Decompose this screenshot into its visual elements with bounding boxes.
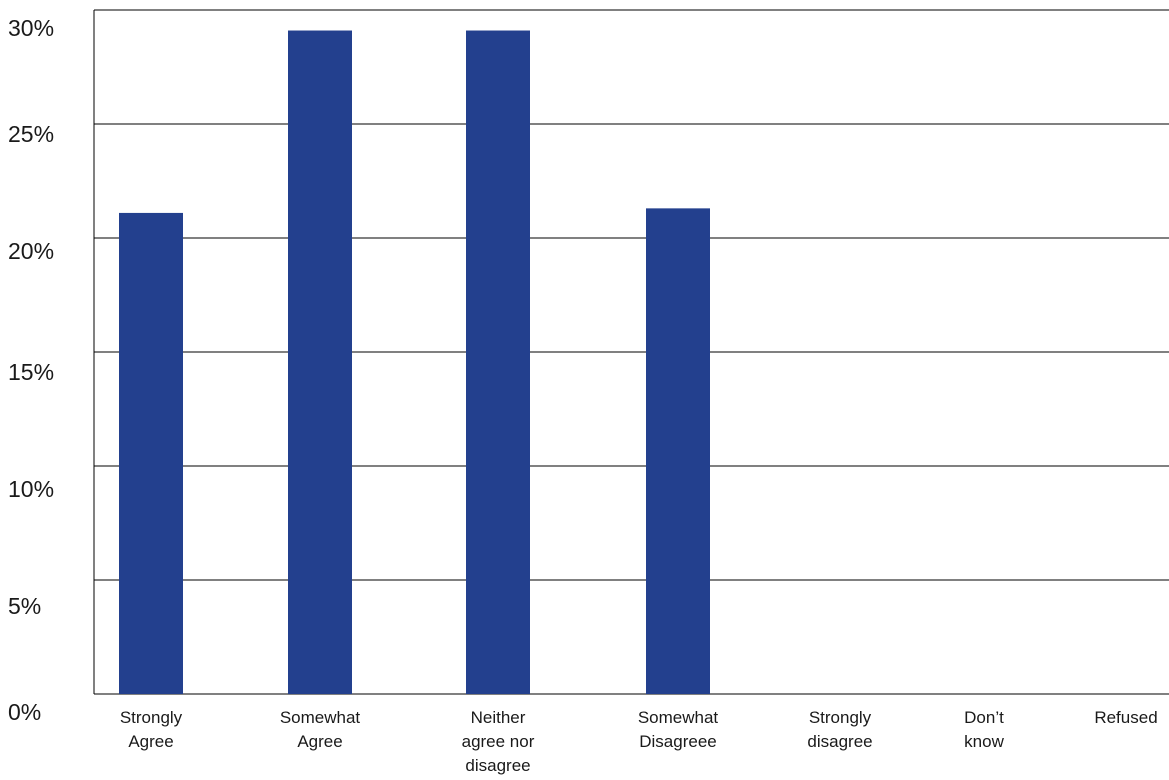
bar-2 [466, 30, 530, 694]
bar-1 [288, 30, 352, 694]
x-tick-label-line: agree nor [462, 732, 535, 751]
x-tick-label-line: Refused [1094, 708, 1157, 727]
x-tick-label-line: Neither [471, 708, 526, 727]
x-tick-label-line: Somewhat [638, 708, 719, 727]
x-tick-label: Neither agree nor disagree [462, 708, 535, 775]
x-tick-label-line: Strongly [120, 708, 183, 727]
y-tick-label: 15% [8, 359, 54, 385]
x-tick-label: Don’t know [964, 708, 1004, 751]
x-tick-label: Refused [1094, 708, 1157, 727]
y-tick-label: 5% [8, 593, 41, 619]
x-tick-label-line: Agree [128, 732, 173, 751]
x-tick-label-line: know [964, 732, 1004, 751]
x-tick-label-line: Somewhat [280, 708, 361, 727]
x-tick-label-line: Strongly [809, 708, 872, 727]
x-tick-label: Strongly disagree [807, 708, 872, 751]
y-tick-label: 20% [8, 238, 54, 264]
bar-0 [119, 212, 183, 695]
x-tick-label-line: Agree [297, 732, 342, 751]
x-tick-label: Somewhat Agree [280, 708, 361, 751]
x-tick-label-line: Don’t [964, 708, 1004, 727]
x-tick-label-line: disagree [465, 756, 530, 775]
x-tick-label: Somewhat Disagreee [638, 708, 719, 751]
y-tick-label: 30% [8, 15, 54, 41]
x-tick-label: Strongly Agree [120, 708, 183, 751]
x-tick-label-line: Disagreee [639, 732, 717, 751]
y-tick-label: 10% [8, 476, 54, 502]
y-tick-label: 0% [8, 699, 41, 725]
bar-3 [646, 208, 710, 695]
y-tick-label: 25% [8, 121, 54, 147]
x-tick-label-line: disagree [807, 732, 872, 751]
